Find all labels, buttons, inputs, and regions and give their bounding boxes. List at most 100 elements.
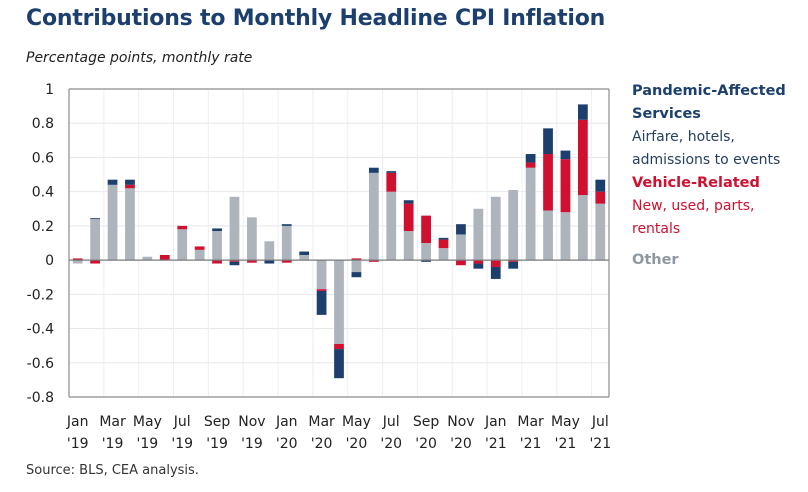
bar-other bbox=[543, 210, 553, 261]
bar-other bbox=[247, 217, 257, 261]
bar-vehicle bbox=[90, 260, 101, 264]
bar-other bbox=[421, 243, 431, 261]
chart-title: Contributions to Monthly Headline CPI In… bbox=[26, 6, 606, 31]
bar-other bbox=[368, 172, 379, 261]
x-tick-label-month: Jan bbox=[275, 414, 298, 430]
x-tick-label-year: '20 bbox=[380, 436, 402, 452]
x-tick-label-year: '20 bbox=[346, 436, 368, 452]
bar-other bbox=[264, 241, 275, 261]
y-tick-label: 0 bbox=[45, 253, 54, 269]
bar-pandemic bbox=[386, 171, 397, 173]
y-tick-label: -0.2 bbox=[27, 287, 54, 303]
bar-pandemic bbox=[107, 179, 118, 185]
x-tick-label-year: '19 bbox=[102, 436, 124, 452]
bar-other bbox=[177, 229, 188, 261]
y-tick-label: -0.4 bbox=[27, 322, 54, 338]
x-tick-label-month: May bbox=[342, 414, 371, 430]
bar-pandemic bbox=[316, 290, 327, 315]
legend-pandemic-desc-line2: admissions to events bbox=[632, 152, 781, 168]
bar-pandemic bbox=[421, 260, 431, 262]
bar-other bbox=[456, 234, 466, 261]
chart-svg: 1 0.8 0.6 0.4 0.2 0 -0.2 -0.4 -0.6 -0.8 Jan '19 Mar… bbox=[27, 82, 611, 452]
x-tick-label-year: '20 bbox=[276, 436, 298, 452]
bar-vehicle bbox=[281, 260, 292, 263]
bar-other bbox=[90, 219, 101, 261]
bar-vehicle bbox=[421, 215, 431, 243]
bar-pandemic bbox=[368, 167, 379, 173]
bar-pandemic bbox=[490, 266, 501, 279]
bar-vehicle bbox=[316, 289, 327, 291]
y-tick-label: -0.6 bbox=[27, 356, 54, 372]
y-tick-label: 0.6 bbox=[32, 150, 54, 166]
bar-other bbox=[125, 188, 135, 261]
bar-pandemic bbox=[577, 104, 588, 120]
bar-vehicle bbox=[72, 258, 83, 261]
x-tick-label-year: '21 bbox=[520, 436, 542, 452]
bar-vehicle bbox=[247, 260, 257, 263]
bar-other bbox=[281, 225, 292, 261]
legend-vehicle-desc: New, used, parts, rentals bbox=[632, 195, 808, 241]
legend-pandemic-desc: Airfare, hotels, admissions to events bbox=[632, 126, 808, 172]
legend-pandemic-title: Pandemic-Affected Services bbox=[632, 80, 808, 126]
bar-vehicle bbox=[194, 246, 205, 250]
bar-vehicle bbox=[473, 260, 484, 264]
x-tick-label-month: Mar bbox=[308, 414, 335, 430]
bar-other bbox=[577, 195, 588, 261]
bar-vehicle bbox=[438, 239, 449, 249]
bar-vehicle bbox=[386, 172, 397, 192]
bar-other bbox=[229, 196, 240, 261]
bar-vehicle bbox=[212, 260, 222, 264]
bar-other bbox=[403, 231, 414, 261]
bar-pandemic bbox=[508, 261, 519, 269]
x-tick-labels: Jan '19 Mar '19 May '19 Jul '19 Sep '19 Nov '19 Jan '… bbox=[66, 414, 611, 452]
y-tick-labels: 1 0.8 0.6 0.4 0.2 0 -0.2 -0.4 -0.6 -0.8 bbox=[27, 82, 54, 406]
x-tick-label-year: '21 bbox=[485, 436, 507, 452]
x-tick-label-year: '21 bbox=[589, 436, 611, 452]
x-tick-label-year: '19 bbox=[67, 436, 89, 452]
y-tick-label: -0.8 bbox=[27, 390, 54, 406]
legend-other-title: Other bbox=[632, 252, 679, 268]
bar-other bbox=[72, 260, 83, 264]
bar-other bbox=[525, 167, 536, 261]
bar-pandemic bbox=[560, 150, 571, 160]
legend-vehicle-desc-line1: New, used, parts, bbox=[632, 198, 755, 214]
bar-other bbox=[438, 248, 449, 261]
x-tick-label-month: Jul bbox=[382, 414, 400, 430]
bar-pandemic bbox=[473, 263, 484, 269]
bar-vehicle bbox=[229, 260, 240, 262]
bar-other bbox=[351, 260, 362, 273]
bar-other bbox=[107, 184, 118, 261]
x-tick-label-month: May bbox=[551, 414, 580, 430]
bar-vehicle bbox=[560, 159, 571, 213]
y-tick-label: 0.4 bbox=[32, 185, 54, 201]
bar-pandemic bbox=[299, 251, 310, 255]
legend: Pandemic-Affected Services Airfare, hote… bbox=[632, 80, 808, 272]
bar-pandemic bbox=[264, 260, 275, 264]
bar-vehicle bbox=[508, 260, 519, 262]
bar-other bbox=[595, 203, 606, 261]
bar-other bbox=[212, 231, 222, 261]
bar-pandemic bbox=[212, 228, 222, 232]
x-tick-label-year: '21 bbox=[555, 436, 577, 452]
x-tick-label-year: '19 bbox=[241, 436, 263, 452]
y-tick-label: 0.2 bbox=[32, 219, 54, 235]
bar-pandemic bbox=[438, 237, 449, 240]
bar-pandemic bbox=[351, 272, 362, 278]
bar-vehicle bbox=[543, 154, 553, 211]
x-tick-label-month: May bbox=[133, 414, 162, 430]
bar-other bbox=[490, 196, 501, 261]
x-tick-label-year: '19 bbox=[206, 436, 228, 452]
legend-pandemic-desc-line1: Airfare, hotels, bbox=[632, 129, 735, 145]
bar-vehicle bbox=[595, 191, 606, 204]
bar-vehicle bbox=[159, 254, 170, 261]
legend-pandemic-title-line1: Pandemic-Affected bbox=[632, 83, 786, 99]
x-tick-label-month: Jul bbox=[591, 414, 609, 430]
legend-vehicle-title: Vehicle-Related bbox=[632, 175, 760, 191]
bar-other bbox=[142, 256, 153, 261]
bar-pandemic bbox=[334, 349, 344, 379]
legend-vehicle-desc-line2: rentals bbox=[632, 221, 681, 237]
bar-vehicle bbox=[456, 260, 466, 266]
y-tick-label: 0.8 bbox=[32, 116, 54, 132]
bar-pandemic bbox=[229, 261, 240, 266]
bar-pandemic bbox=[456, 224, 466, 235]
